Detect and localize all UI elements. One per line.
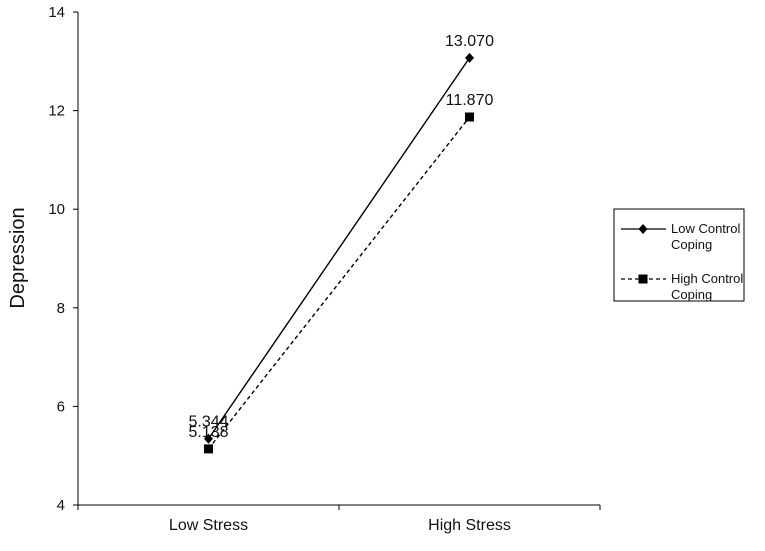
series-line xyxy=(207,57,471,440)
x-ticks: Low Stress High Stress xyxy=(77,505,601,534)
y-ticks: 4 6 8 10 12 14 xyxy=(48,4,78,514)
legend-label: Low Control xyxy=(671,221,740,236)
x-tick-label: High Stress xyxy=(428,517,511,534)
y-axis-label: Depression xyxy=(7,207,29,308)
series-0: 5.344 13.070 xyxy=(188,33,494,444)
series-group: 5.344 13.070 5.138 11.870 xyxy=(188,33,494,454)
legend-box xyxy=(613,208,745,302)
x-tick-label: Low Stress xyxy=(169,517,248,534)
legend-marker xyxy=(638,224,648,234)
legend-label: Coping xyxy=(671,237,712,252)
y-tick-label: 14 xyxy=(48,4,65,21)
legend-marker xyxy=(638,274,648,284)
y-tick-label: 6 xyxy=(57,398,65,415)
y-tick-label: 12 xyxy=(48,103,65,120)
data-point xyxy=(465,52,474,63)
plot-area: 4 6 8 10 12 14 Low Stress High Stress Depressi… xyxy=(7,4,601,534)
data-label: 11.870 xyxy=(446,92,494,109)
legend-label: Coping xyxy=(671,287,712,302)
legend-label: High Control xyxy=(671,271,743,286)
data-label: 13.070 xyxy=(445,33,494,50)
series-1: 5.138 11.870 xyxy=(188,92,494,454)
series-line xyxy=(207,116,471,450)
y-tick-label: 10 xyxy=(48,201,65,218)
data-label: 5.344 xyxy=(188,414,228,431)
data-label: 5.138 xyxy=(188,424,228,441)
y-tick-label: 4 xyxy=(57,497,65,514)
y-tick-label: 8 xyxy=(57,300,65,317)
data-point xyxy=(204,433,213,444)
data-point xyxy=(204,444,213,454)
data-point xyxy=(465,112,474,122)
